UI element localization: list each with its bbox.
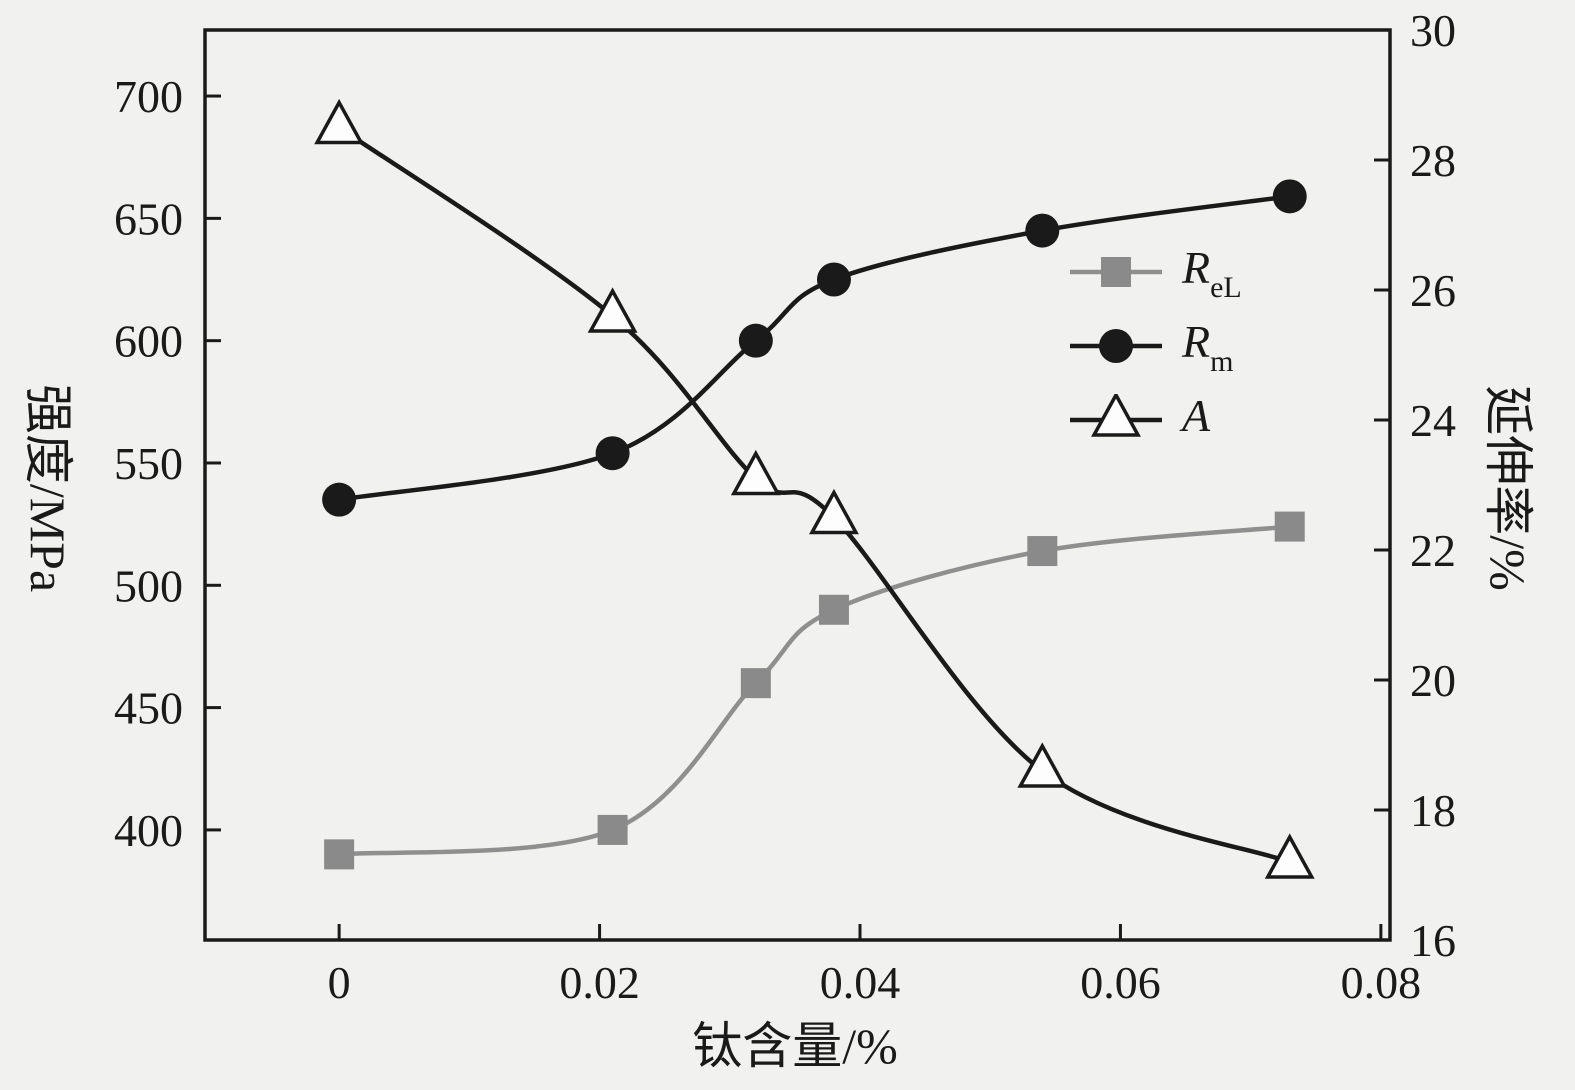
marker-circle [322, 482, 357, 517]
legend-marker-square-icon [1070, 257, 1162, 287]
marker-circle [1025, 213, 1060, 248]
x-tick-label: 0 [328, 957, 351, 1008]
y-right-tick-label: 30 [1410, 5, 1456, 56]
legend-marker-triangle-icon [1070, 394, 1162, 437]
y-right-tick-label: 26 [1410, 265, 1456, 316]
marker-square [597, 814, 628, 845]
x-tick-label: 0.04 [820, 957, 901, 1008]
y-axis-title-left: 强度/MPa [20, 383, 76, 593]
y-axis-title-right: 延伸率/% [1480, 385, 1536, 591]
y-left-tick-label: 650 [114, 193, 183, 244]
marker-circle [1272, 179, 1307, 214]
legend-label-a: A [1182, 389, 1211, 441]
y-left-tick-label: 500 [114, 560, 183, 611]
marker-triangle [314, 98, 365, 145]
y-right-tick-label: 18 [1410, 785, 1456, 836]
y-right-tick-label: 20 [1410, 655, 1456, 706]
y-left-tick-label: 600 [114, 316, 183, 367]
x-tick-label: 0.06 [1080, 957, 1161, 1008]
marker-triangle [809, 488, 859, 535]
marker-triangle [1017, 742, 1068, 788]
x-axis-title: 钛含量/% [692, 1018, 898, 1074]
marker-triangle [730, 449, 781, 496]
y-left-tick-label: 550 [114, 438, 183, 489]
legend-label-rm: Rm [1182, 315, 1234, 379]
marker-square [1027, 536, 1058, 567]
marker-square [324, 839, 355, 870]
marker-triangle [1264, 833, 1315, 879]
series-line-A [336, 125, 1292, 865]
marker-circle [595, 436, 630, 471]
plot-frame [203, 28, 1392, 942]
y-left-tick-label: 450 [114, 683, 183, 734]
legend: ReL Rm A [1068, 241, 1242, 446]
x-tick-label: 0.08 [1341, 957, 1422, 1008]
y-left-tick-label: 700 [114, 71, 183, 122]
legend-marker-circle-icon [1070, 329, 1162, 363]
y-right-tick-label: 22 [1410, 525, 1456, 576]
marker-square [1101, 257, 1131, 287]
x-tick-label: 0.02 [559, 957, 640, 1008]
y-right-tick-label: 16 [1410, 915, 1456, 966]
series-line-Rm [336, 194, 1292, 502]
legend-label-rel: ReL [1182, 241, 1242, 305]
plot-area [205, 30, 1390, 940]
marker-triangle [1091, 394, 1141, 437]
marker-triangle [587, 287, 638, 333]
marker-circle [1099, 329, 1133, 363]
marker-square [740, 668, 771, 699]
marker-circle [816, 262, 851, 297]
marker-square [818, 594, 849, 625]
series-line-ReL [336, 524, 1292, 857]
marker-square [1274, 511, 1305, 542]
y-left-tick-label: 400 [114, 805, 183, 856]
marker-circle [738, 323, 773, 358]
legend-item-a: A [1068, 389, 1242, 446]
y-right-tick-label: 28 [1410, 135, 1456, 186]
y-right-tick-label: 24 [1410, 395, 1456, 446]
legend-item-rm: Rm [1068, 315, 1242, 379]
legend-item-rel: ReL [1068, 241, 1242, 305]
